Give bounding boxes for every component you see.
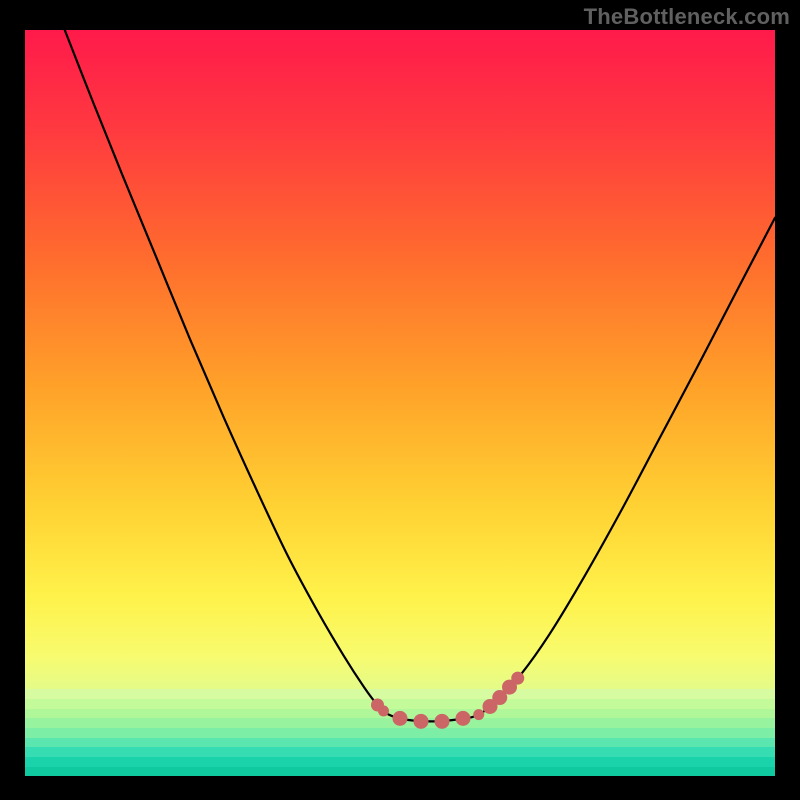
- watermark-text: TheBottleneck.com: [584, 4, 790, 30]
- plot-area: [25, 30, 775, 775]
- valley-markers: [25, 30, 775, 775]
- valley-marker: [474, 710, 484, 720]
- valley-marker: [393, 711, 407, 725]
- valley-marker: [379, 706, 389, 716]
- valley-marker: [512, 672, 524, 684]
- valley-marker: [435, 714, 449, 728]
- valley-marker: [456, 711, 470, 725]
- chart-frame: TheBottleneck.com: [0, 0, 800, 800]
- valley-marker: [414, 714, 428, 728]
